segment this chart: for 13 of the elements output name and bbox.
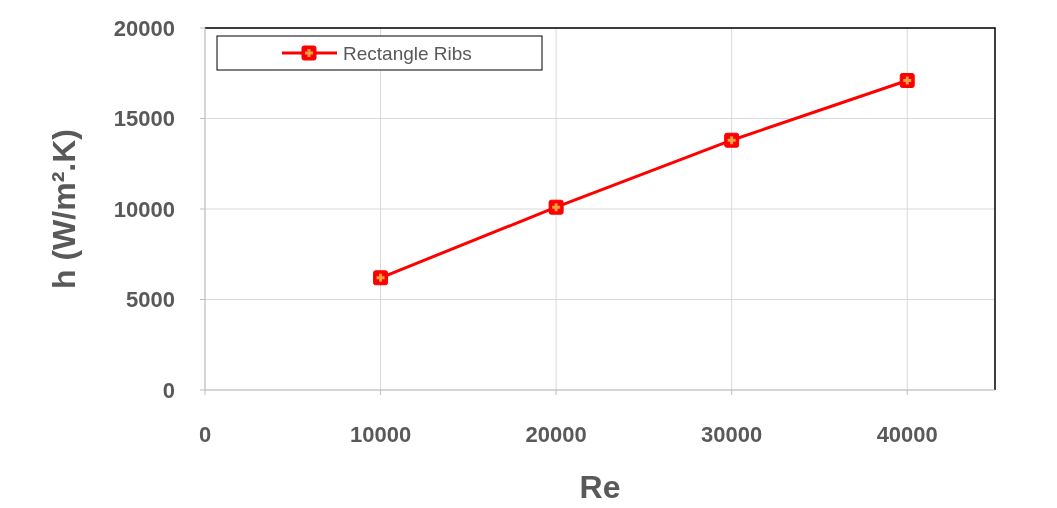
x-tick-label: 40000: [876, 422, 938, 447]
y-tick-label: 15000: [113, 106, 175, 132]
y-tick-label: 0: [162, 377, 175, 403]
x-tick-label: 30000: [701, 422, 763, 447]
x-tick-label: 10000: [349, 422, 412, 447]
y-tick-label: 5000: [126, 287, 175, 313]
x-tick-label: 0: [198, 422, 212, 447]
x-tick-label: 20000: [525, 422, 587, 447]
y-tick-label: 10000: [113, 196, 175, 222]
y-tick-label: 20000: [113, 15, 175, 41]
y-axis-title: h (W/m².K): [46, 129, 82, 289]
legend-label: Rectangle Ribs: [343, 42, 472, 64]
x-axis-title: Re: [579, 469, 621, 505]
